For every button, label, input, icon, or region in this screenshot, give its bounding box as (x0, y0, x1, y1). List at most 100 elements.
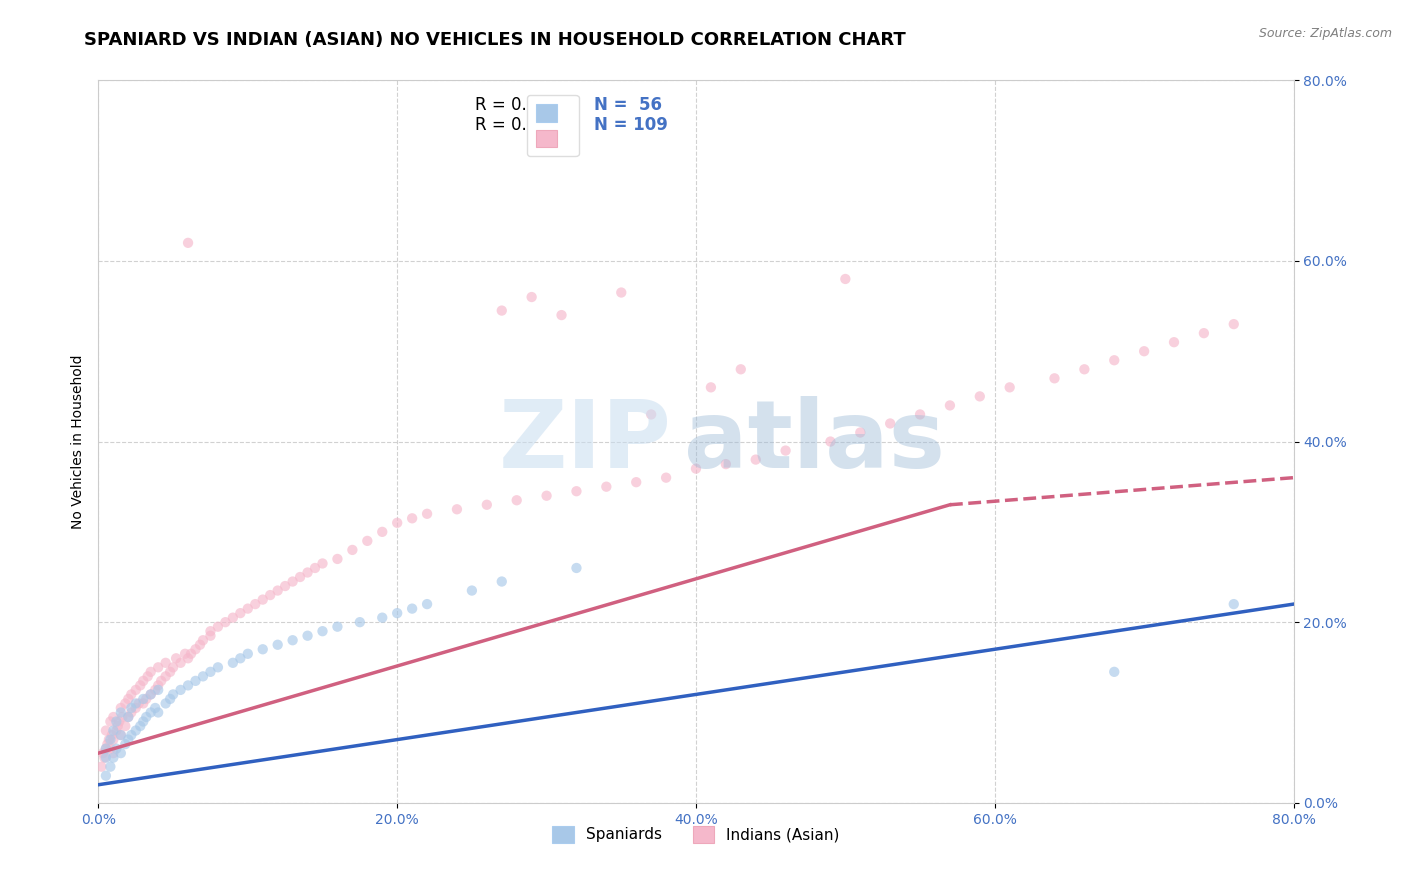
Point (117, 692, 139, 706)
Point (1133, 344, 1156, 359)
Point (129, 678, 152, 692)
Point (626, 475, 648, 490)
Point (98, 732, 122, 747)
Point (105, 714, 128, 729)
Point (165, 651, 187, 665)
Point (139, 665, 162, 679)
Point (150, 673, 173, 688)
Point (1104, 665, 1126, 679)
Legend: Spaniards, Indians (Asian): Spaniards, Indians (Asian) (547, 820, 845, 849)
Point (120, 687, 142, 701)
Y-axis label: No Vehicles in Household: No Vehicles in Household (70, 354, 84, 529)
Point (148, 660, 170, 674)
Point (139, 687, 162, 701)
Point (188, 638, 211, 652)
Point (91, 746, 114, 760)
Point (155, 697, 177, 711)
Point (446, 502, 468, 516)
Point (103, 710, 125, 724)
Point (103, 732, 125, 747)
Point (730, 362, 752, 376)
Point (745, 452, 768, 467)
Point (1223, 317, 1246, 331)
Point (700, 380, 723, 394)
Point (177, 235, 200, 250)
Point (120, 728, 142, 742)
Text: Source: ZipAtlas.com: Source: ZipAtlas.com (1258, 27, 1392, 40)
Point (304, 561, 326, 575)
Point (506, 493, 529, 508)
Point (214, 615, 236, 630)
Point (1043, 371, 1066, 385)
Point (565, 484, 588, 499)
Point (103, 750, 125, 764)
Text: R = 0.456: R = 0.456 (475, 96, 558, 114)
Point (685, 461, 707, 475)
Point (491, 303, 513, 318)
Point (177, 651, 200, 665)
Point (108, 714, 131, 729)
Point (94, 750, 117, 764)
Point (148, 682, 170, 697)
Point (207, 620, 229, 634)
Point (1223, 597, 1246, 611)
Point (775, 443, 797, 458)
Point (96, 737, 118, 751)
Point (200, 629, 222, 643)
Point (998, 380, 1021, 394)
Point (155, 669, 177, 683)
Point (1163, 335, 1185, 350)
Point (125, 723, 148, 738)
Point (595, 480, 617, 494)
Text: SPANIARD VS INDIAN (ASIAN) NO VEHICLES IN HOUSEHOLD CORRELATION CHART: SPANIARD VS INDIAN (ASIAN) NO VEHICLES I… (84, 31, 905, 49)
Point (252, 592, 274, 607)
Point (132, 673, 155, 688)
Point (98, 760, 122, 774)
Point (94, 741, 117, 756)
Point (236, 647, 259, 661)
Point (94, 723, 117, 738)
Point (191, 669, 214, 683)
Point (103, 746, 125, 760)
Point (129, 719, 152, 733)
Point (281, 633, 304, 648)
Point (105, 741, 128, 756)
Point (416, 507, 439, 521)
Point (908, 408, 931, 422)
Point (128, 697, 150, 711)
Point (267, 583, 290, 598)
Point (125, 682, 148, 697)
Point (148, 678, 170, 692)
Point (229, 651, 252, 665)
Point (311, 624, 333, 639)
Point (135, 692, 157, 706)
Point (180, 647, 202, 661)
Point (110, 706, 132, 720)
Point (125, 697, 148, 711)
Point (107, 719, 129, 733)
Point (879, 417, 901, 431)
Point (236, 601, 259, 615)
Point (229, 606, 252, 620)
Point (252, 642, 274, 657)
Point (222, 610, 245, 624)
Point (103, 723, 125, 738)
Point (97, 732, 120, 747)
Point (159, 692, 181, 706)
Point (135, 710, 157, 724)
Point (90, 760, 112, 774)
Point (640, 408, 662, 422)
Point (155, 656, 177, 670)
Point (461, 583, 484, 598)
Point (610, 285, 633, 300)
Point (207, 660, 229, 674)
Point (184, 642, 207, 657)
Point (849, 425, 872, 440)
Point (132, 714, 155, 729)
Point (162, 660, 184, 674)
Point (491, 574, 513, 589)
Point (94, 741, 117, 756)
Point (177, 678, 200, 692)
Point (159, 665, 181, 679)
Point (288, 570, 311, 584)
